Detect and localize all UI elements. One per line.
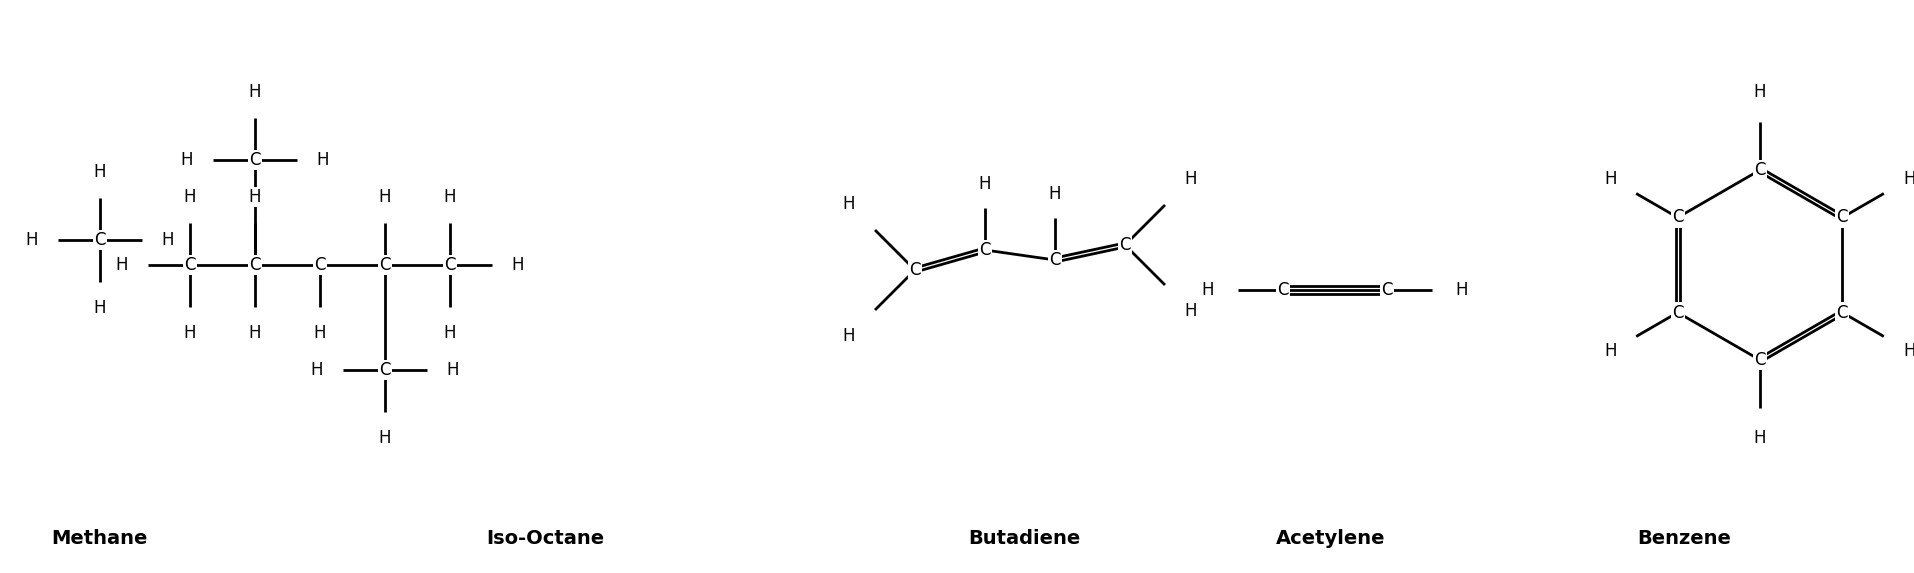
Text: C: C [184,256,195,274]
Text: H: H [444,324,456,342]
Text: C: C [1837,304,1849,321]
Text: H: H [314,324,325,342]
Text: H: H [1202,281,1213,299]
Text: H: H [511,256,524,274]
Text: Acetylene: Acetylene [1275,529,1386,548]
Text: H: H [115,256,128,274]
Text: C: C [1277,281,1288,299]
Text: C: C [249,151,260,169]
Text: H: H [163,231,174,249]
Text: H: H [310,361,323,379]
Text: H: H [1185,302,1198,320]
Text: C: C [1382,281,1393,299]
Text: C: C [1755,351,1767,369]
Text: C: C [444,256,456,274]
Text: C: C [1120,236,1131,254]
Text: H: H [1457,281,1468,299]
Text: H: H [1753,83,1767,101]
Text: H: H [446,361,459,379]
Text: Butadiene: Butadiene [968,529,1079,548]
Text: H: H [94,299,107,317]
Text: H: H [444,188,456,206]
Text: H: H [379,429,390,447]
Text: C: C [1755,161,1767,179]
Text: C: C [980,241,991,259]
Text: Benzene: Benzene [1636,529,1732,548]
Text: C: C [249,256,260,274]
Text: H: H [249,324,260,342]
Text: H: H [249,83,260,101]
Text: C: C [1673,304,1684,321]
Text: H: H [978,175,991,193]
Text: H: H [1904,170,1914,187]
Text: H: H [1604,343,1617,360]
Text: H: H [25,231,38,249]
Text: Methane: Methane [52,529,147,548]
Text: H: H [1904,343,1914,360]
Text: C: C [1837,209,1849,226]
Text: C: C [909,261,921,279]
Text: H: H [1604,170,1617,187]
Text: C: C [379,256,390,274]
Text: H: H [1049,185,1060,203]
Text: H: H [94,163,107,181]
Text: H: H [180,151,193,169]
Text: Iso-Octane: Iso-Octane [486,529,605,548]
Text: H: H [379,188,390,206]
Text: H: H [184,188,197,206]
Text: H: H [249,188,260,206]
Text: C: C [1673,209,1684,226]
Text: C: C [379,361,390,379]
Text: C: C [1049,251,1060,269]
Text: H: H [842,195,856,213]
Text: H: H [842,327,856,345]
Text: H: H [1753,429,1767,447]
Text: C: C [94,231,105,249]
Text: H: H [184,324,197,342]
Text: H: H [316,151,329,169]
Text: C: C [314,256,325,274]
Text: H: H [1185,170,1198,188]
